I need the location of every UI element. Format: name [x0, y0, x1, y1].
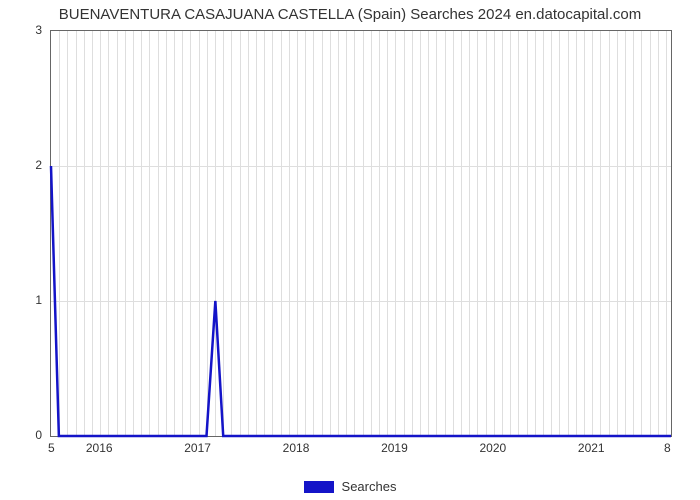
y-axis-tick-label: 3 — [12, 23, 42, 37]
plot-area — [50, 30, 672, 437]
x-axis-tick-label: 2017 — [184, 441, 211, 455]
corner-label-bottom-right: 8 — [664, 441, 671, 455]
legend: Searches — [0, 479, 700, 494]
y-axis-tick-label: 1 — [12, 293, 42, 307]
y-axis-tick-label: 0 — [12, 428, 42, 442]
chart-title: BUENAVENTURA CASAJUANA CASTELLA (Spain) … — [0, 6, 700, 23]
y-axis-tick-label: 2 — [12, 158, 42, 172]
x-axis-tick-label: 2019 — [381, 441, 408, 455]
x-axis-tick-label: 2016 — [86, 441, 113, 455]
legend-label: Searches — [342, 479, 397, 494]
x-axis-tick-label: 2021 — [578, 441, 605, 455]
x-axis-tick-label: 2020 — [479, 441, 506, 455]
corner-label-bottom-left: 5 — [48, 441, 55, 455]
x-axis-tick-label: 2018 — [283, 441, 310, 455]
line-series-svg — [51, 31, 671, 436]
chart-container: BUENAVENTURA CASAJUANA CASTELLA (Spain) … — [0, 0, 700, 500]
legend-swatch — [304, 481, 334, 493]
